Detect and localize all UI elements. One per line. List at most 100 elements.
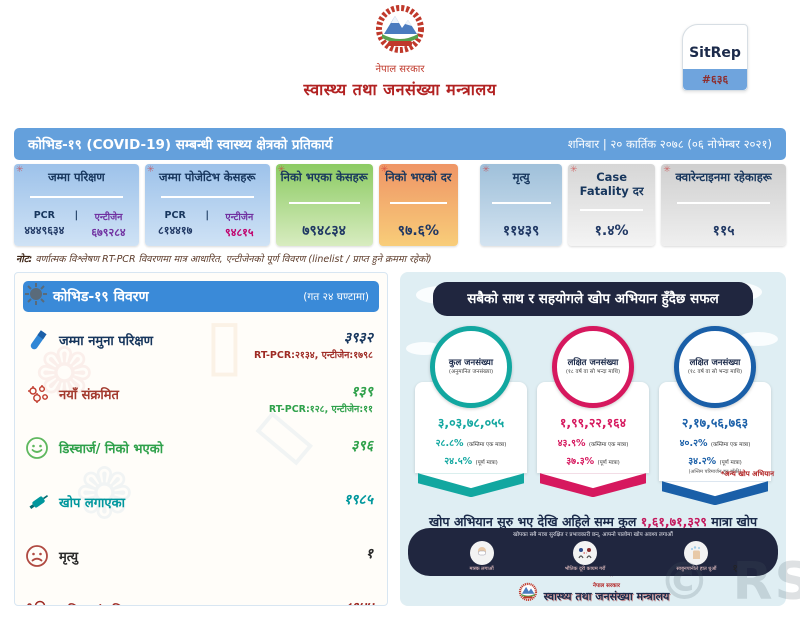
card-divider	[579, 208, 644, 211]
vaccine-headline: सबैको साथ र सहयोगले खोप अभियान हुँदैछ सफ…	[433, 282, 753, 317]
antigen-value: ६७९२८४	[91, 226, 126, 239]
detail-sub: RT-PCR:१२८, एन्टीजेन:११	[268, 404, 373, 415]
pct-full-dose-label: (पूर्ण मात्रा)	[597, 460, 620, 467]
physical-distance-icon	[573, 540, 598, 565]
pct-full-dose-label: (पूर्ण मात्रा)	[475, 460, 498, 467]
report-header: नेपाल सरकार स्वास्थ्य तथा जनसंख्या मन्त्…	[0, 4, 800, 100]
stat-card-title: जम्मा पोजेटिभ केसहरू	[159, 170, 256, 184]
card-divider	[389, 201, 448, 204]
precaution-label: साबुनपानीले हात धुऔं	[676, 565, 717, 572]
footnote: नोट: वर्णात्मक विश्लेषण RT-PCR विवरणमा म…	[16, 252, 432, 265]
sitrep-badge: SitRep #६३६	[682, 24, 748, 91]
vaccination-panel: सबैको साथ र सहयोगले खोप अभियान हुँदैछ सफ…	[400, 272, 786, 606]
report-date: शनिबार | २० कार्तिक २०७८ (०६ नोभेम्बर २०…	[567, 136, 772, 151]
detail-value: १३९	[351, 384, 373, 400]
stat-card-title: निको भएको दर	[385, 170, 452, 184]
stat-card-quarantine: ✳ क्वारेन्टाइनमा रहेकाहरू ११५	[661, 164, 787, 246]
stat-card-total-tests: ✳ जम्मा परिक्षण PCR ४४४९६३४ | एन्टीजेन ६…	[14, 164, 139, 246]
separator: |	[74, 210, 79, 221]
title-bar: कोभिड-१९ (COVID-19) सम्बन्धी स्वास्थ्य क…	[14, 128, 786, 160]
pin-tail	[662, 481, 768, 505]
pct-full-dose: ३७.३%	[566, 456, 595, 468]
precaution-label: भौतिक दूरी कायम गरौं	[564, 565, 606, 572]
stat-card-recovered: ✳ निको भएका केसहरू ७९४८३४	[275, 164, 373, 246]
card-divider	[288, 201, 360, 204]
separator: |	[205, 210, 209, 221]
precaution-band: खोपका सबै मात्रा सुरक्षित र प्रभावकारी छ…	[408, 528, 778, 576]
pin-value: १,९९,२२,१६४	[559, 415, 627, 431]
pct-full-dose: ३४.२%	[688, 456, 717, 468]
stat-card-case-fatality-rate: ✳ Case Fatality दर १.४%	[568, 164, 656, 246]
stat-card-value: ७९४८३४	[302, 223, 346, 239]
pin-target-population: लक्षित जनसंख्या (१८ वर्ष वा सो भन्दा माथ…	[537, 326, 649, 505]
pct-full-dose: २४.५%	[444, 456, 473, 468]
total-prefix: खोप अभियान सुरु भए देखि अहिले सम्म कुल	[428, 514, 641, 530]
sitrep-label: SitRep	[689, 45, 741, 61]
pct-one-dose-label: (कम्तिमा एक मात्रा)	[466, 442, 507, 449]
details-panel-title: कोभिड-१९ विवरण	[53, 289, 149, 305]
footer-gov-label: नेपाल सरकार	[592, 583, 621, 589]
card-divider	[491, 201, 551, 204]
pin-value: २,१७,५६,७६३	[681, 415, 749, 431]
pin-target-population-adjusted: लक्षित जनसंख्या (१८ वर्ष वा सो भन्दा माथ…	[659, 326, 771, 505]
virus-cluster-icon	[25, 382, 59, 412]
details-panel-header: कोभिड-१९ विवरण (गत २४ घण्टामा)	[23, 281, 379, 312]
detail-value: १	[365, 546, 373, 562]
pin-title: लक्षित जनसंख्या	[567, 358, 619, 369]
test-tube-icon	[25, 328, 59, 358]
precaution-handwash: साबुनपानीले हात धुऔं	[676, 540, 717, 572]
stat-card-title: मृत्यु	[512, 170, 530, 184]
detail-label: सक्रिय संक्रमित	[59, 598, 344, 605]
virus-deco-icon: ✳	[570, 165, 578, 175]
detail-row-new-infected: नयाँ संक्रमित १३९ RT-PCR:१२८, एन्टीजेन:१…	[25, 374, 373, 428]
antigen-label: एन्टीजेन	[225, 212, 254, 223]
virus-deco-icon: ✳	[16, 165, 24, 175]
pct-one-dose-label: (कम्तिमा एक मात्रा)	[710, 442, 751, 449]
antigen-value: ९४८१५	[225, 226, 254, 239]
detail-label: जम्मा नमुना परिक्षण	[59, 334, 154, 349]
footer-ministry: स्वास्थ्य तथा जनसंख्या मन्त्रालय	[543, 590, 670, 603]
pct-one-dose: ४३.९%	[557, 438, 586, 450]
nepal-government-emblem-icon	[376, 5, 424, 53]
pin-subtitle: (अनुमानित जनसंख्या)	[448, 369, 494, 376]
copyright-watermark: © RS	[658, 552, 800, 612]
gov-label: नेपाल सरकार	[375, 64, 425, 75]
page-number: १	[732, 562, 738, 575]
detail-label: मृत्यु	[59, 550, 79, 565]
nepal-government-emblem-icon	[518, 582, 537, 601]
pin-value: ३,०३,७८,०५५	[437, 415, 505, 431]
smiley-icon	[25, 436, 59, 464]
hand-wash-icon	[684, 540, 709, 565]
stat-card-title: निको भएका केसहरू	[280, 170, 368, 184]
stat-card-recovery-rate: ✳ निको भएको दर ९७.६%	[378, 164, 459, 246]
population-pins: कुल जनसंख्या (अनुमानित जनसंख्या) ३,०३,७८…	[400, 326, 786, 505]
stat-card-total-positive: ✳ जम्मा पोजेटिभ केसहरू PCR ८१४४१७ | एन्ट…	[144, 164, 270, 246]
pct-one-dose: ४०.२%	[679, 438, 708, 450]
detail-value: ८१४४	[344, 598, 373, 605]
pin-title: लक्षित जनसंख्या	[689, 358, 741, 369]
card-divider	[29, 196, 124, 199]
syringe-icon	[25, 490, 59, 520]
stat-card-value: ११४३९	[502, 223, 540, 239]
pin-subtitle: (१८ वर्ष वा सो भन्दा माथि)	[687, 369, 743, 376]
detail-row-vaccinated: खोप लगाएका १९८५	[25, 482, 373, 536]
band-note: खोपका सबै मात्रा सुरक्षित र प्रभावकारी छ…	[513, 532, 673, 538]
virus-deco-icon: ✳	[482, 165, 490, 175]
pcr-value: ४४४९६३४	[24, 224, 65, 237]
pct-one-dose-label: (कम्तिमा एक मात्रा)	[588, 442, 629, 449]
fever-person-icon	[25, 598, 59, 605]
detail-label: खोप लगाएका	[59, 496, 125, 511]
stat-card-value: ११५	[712, 223, 735, 239]
pct-full-dose-label: (पूर्ण मात्रा)	[719, 460, 742, 467]
total-doses-value: १,६१,७१,३२९	[640, 514, 707, 530]
antigen-label: एन्टीजेन	[94, 212, 123, 223]
detail-value: १९८५	[343, 492, 373, 508]
details-rows: जम्मा नमुना परिक्षण ३९३२ RT-PCR:२१३४, एन…	[15, 316, 387, 605]
stat-card-title: क्वारेन्टाइनमा रहेकाहरू	[675, 170, 772, 184]
detail-label: डिस्चार्ज/ निको भएको	[59, 442, 164, 457]
precaution-label: मास्क लगाऔं	[469, 565, 494, 572]
virus-deco-icon: ✳	[380, 165, 389, 175]
card-divider	[160, 196, 254, 199]
virus-deco-icon: ✳	[146, 165, 155, 175]
sad-face-icon	[25, 544, 59, 572]
